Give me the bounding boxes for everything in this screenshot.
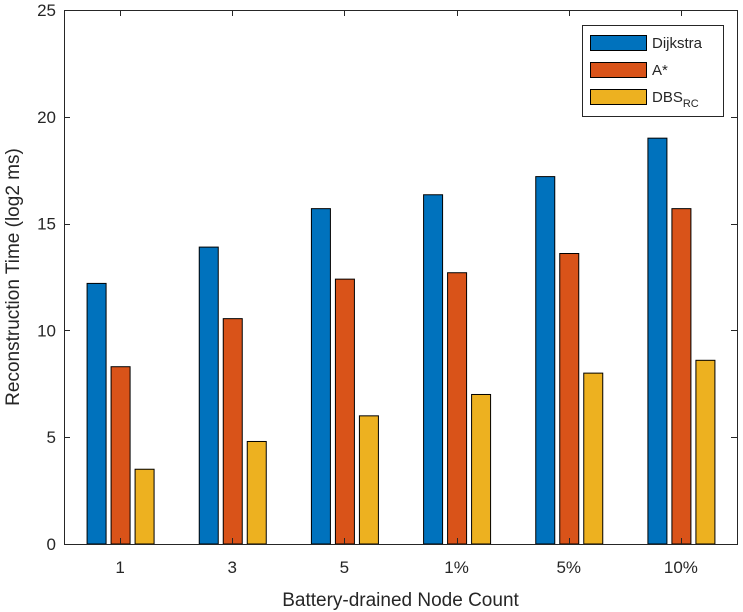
bar-a-5 bbox=[671, 208, 692, 545]
bar-dbs-3 bbox=[471, 393, 492, 545]
y-tick-label: 0 bbox=[47, 535, 56, 554]
bar-a-4 bbox=[559, 253, 580, 545]
bar-dijkstra-1 bbox=[198, 246, 219, 545]
legend-label-text: Dijkstra bbox=[652, 35, 703, 52]
x-axis-label: Battery-drained Node Count bbox=[282, 590, 519, 611]
y-tick-label: 25 bbox=[37, 1, 56, 20]
legend-label-2: DBSRC bbox=[652, 89, 699, 110]
x-tick-label: 3 bbox=[228, 558, 237, 577]
bar-a-3 bbox=[447, 272, 468, 545]
bar-a-1 bbox=[222, 318, 243, 545]
bar-dijkstra-3 bbox=[423, 194, 444, 545]
y-tick-label: 20 bbox=[37, 108, 56, 127]
x-tick-label: 5% bbox=[556, 558, 581, 577]
bar-a-0 bbox=[110, 366, 131, 545]
legend-label-1: A* bbox=[652, 62, 668, 79]
bar-dijkstra-0 bbox=[86, 282, 107, 545]
legend-label-text: DBS bbox=[652, 89, 683, 106]
y-tick-label: 15 bbox=[37, 215, 56, 234]
x-tick-label: 1 bbox=[115, 558, 124, 577]
bar-dbs-0 bbox=[134, 468, 155, 545]
bar-dbs-1 bbox=[246, 440, 267, 545]
x-tick-label: 5 bbox=[340, 558, 349, 577]
legend-swatch-2 bbox=[590, 89, 647, 105]
legend-label-text: A* bbox=[652, 62, 668, 79]
legend-swatch-0 bbox=[590, 35, 647, 51]
x-tick-label: 10% bbox=[664, 558, 698, 577]
bar-a-2 bbox=[334, 278, 355, 545]
y-axis-label: Reconstruction Time (log2 ms) bbox=[3, 148, 24, 406]
bar-dbs-5 bbox=[695, 359, 716, 545]
legend-label-subscript: RC bbox=[683, 98, 699, 110]
y-tick-label: 5 bbox=[47, 428, 56, 447]
plot-area-frame bbox=[64, 10, 738, 545]
bar-dijkstra-4 bbox=[535, 176, 556, 545]
legend-label-0: Dijkstra bbox=[652, 35, 703, 52]
bars-layer bbox=[86, 137, 716, 545]
bar-dijkstra-5 bbox=[647, 137, 668, 545]
bar-dbs-4 bbox=[583, 372, 604, 545]
bar-dbs-2 bbox=[358, 415, 379, 545]
x-axis-ticks: 1 3 5 1% 5% 10% bbox=[115, 10, 698, 577]
legend: Dijkstra A* DBSRC bbox=[582, 25, 724, 117]
x-tick-label: 1% bbox=[444, 558, 469, 577]
legend-swatch-1 bbox=[590, 62, 647, 78]
y-tick-label: 10 bbox=[37, 321, 56, 340]
bar-dijkstra-2 bbox=[310, 208, 331, 545]
y-axis-ticks: 0 5 10 15 20 25 bbox=[37, 1, 737, 554]
